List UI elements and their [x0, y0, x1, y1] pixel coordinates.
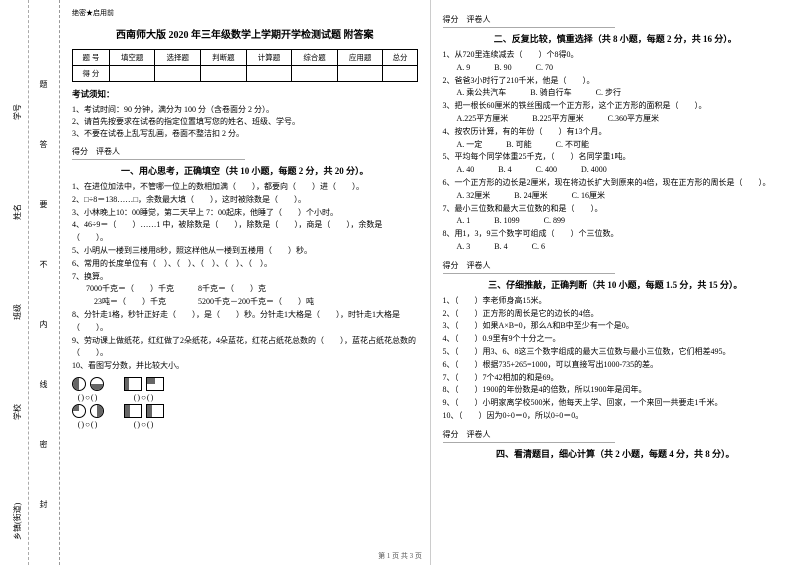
part1-title: 一、用心思考，正确填空（共 10 小题，每题 2 分，共 20 分）。: [72, 164, 418, 177]
th: 填空题: [109, 50, 155, 66]
q: 7、换算。: [72, 271, 418, 284]
q: 9、劳动课上做纸花，红红做了2朵纸花，4朵蓝花，红花占纸花总数的（ ），蓝花占纸…: [72, 335, 418, 361]
q: 2、爸爸3小时行了210千米，他是（ ）。: [443, 75, 789, 88]
score-label: 得分: [72, 146, 88, 157]
q: 9、（ ）小明家离学校500米，他每天上学、回家，一个来回一共要走1千米。: [443, 397, 789, 410]
seal-label: 题: [38, 80, 49, 88]
th: 总分: [383, 50, 417, 66]
score-box: 得分 评卷人: [443, 429, 616, 443]
square-icon: [124, 404, 142, 418]
q: 6、（ ）根据735+265=1000，可以直接写出1000-735的差。: [443, 359, 789, 372]
score-table: 题 号 填空题 选择题 判断题 计算题 综合题 应用题 总分 得 分: [72, 49, 418, 82]
q: 6、常用的长度单位有（ ）、（ ）、（ ）、（ ）、（ ）。: [72, 258, 418, 271]
q: 8、（ ）1900的年份数是4的倍数，所以1900年是闰年。: [443, 384, 789, 397]
q: 5、小明从一楼到三楼用8秒，照这样他从一楼到五楼用（ ）秒。: [72, 245, 418, 258]
score-label: 得分: [443, 14, 459, 25]
seal-label: 封: [38, 500, 49, 508]
q: 1、（ ）李老师身高15米。: [443, 295, 789, 308]
q7-row: 7000千克＝（ ）千克 8千克＝（ ）克: [86, 283, 418, 296]
compare-line: ()○(): [134, 420, 155, 429]
score-box: 得分 评卷人: [72, 146, 245, 160]
circle-icon: [72, 404, 86, 418]
grader-label: 评卷人: [467, 429, 491, 440]
th: 判断题: [201, 50, 247, 66]
seal-label: 答: [38, 140, 49, 148]
square-icon: [146, 404, 164, 418]
q: 6、一个正方形的边长是2厘米，现在将边长扩大到原来的4倍，现在正方形的周长是（ …: [443, 177, 789, 190]
seal-label: 内: [38, 320, 49, 328]
field-school: 学校: [12, 404, 23, 420]
q: 1、在进位加法中，不管哪一位上的数相加满（ ），都要向（ ）进（ ）。: [72, 181, 418, 194]
seal-label: 线: [38, 380, 49, 388]
q: 8、用1，3，9三个数字可组成（ ）个三位数。: [443, 228, 789, 241]
grader-label: 评卷人: [467, 260, 491, 271]
score-label: 得分: [443, 260, 459, 271]
square-icon: [146, 377, 164, 391]
q: 3、小林晚上10：00睡觉，第二天早上 7：00起床，他睡了（ ）个小时。: [72, 207, 418, 220]
q: 2、□÷8＝138……□，余数最大填（ ），这时被除数是（ ）。: [72, 194, 418, 207]
seal-label: 不: [38, 260, 49, 268]
q: 10、看图写分数，并比较大小。: [72, 360, 418, 373]
square-icon: [124, 377, 142, 391]
binding-margin: 乡镇(街道) 学校 班级 姓名 学号 封 密 线 内 不 要 答 题: [0, 0, 60, 565]
grader-label: 评卷人: [467, 14, 491, 25]
score-box: 得分 评卷人: [443, 260, 616, 274]
secret-label: 绝密★启用前: [72, 8, 418, 18]
q: 4、46÷9＝（ ）……1 中，被除数是（ ），除数是（ ），商是（ ），余数是…: [72, 219, 418, 245]
exam-title: 西南师大版 2020 年三年级数学上学期开学检测试题 附答案: [72, 26, 418, 41]
field-class: 班级: [12, 304, 23, 320]
part4-title: 四、看清题目，细心计算（共 2 小题，每题 4 分，共 8 分）。: [443, 447, 789, 460]
notice-line: 1、考试时间：90 分钟，满分为 100 分（含卷面分 2 分）。: [72, 104, 418, 116]
th: 选择题: [155, 50, 201, 66]
circle-icon: [72, 377, 86, 391]
score-box: 得分 评卷人: [443, 14, 616, 28]
score-label: 得分: [443, 429, 459, 440]
grader-label: 评卷人: [96, 146, 120, 157]
q: 2、（ ）正方形的周长是它的边长的4倍。: [443, 308, 789, 321]
th: 题 号: [73, 50, 110, 66]
column-left: 绝密★启用前 西南师大版 2020 年三年级数学上学期开学检测试题 附答案 题 …: [60, 0, 431, 565]
part2-questions: 1、从720里连续减去（ ）个8得0。 A. 9B. 90C. 70 2、爸爸3…: [443, 49, 789, 254]
q: 4、按农历计算，有的年份（ ）有13个月。: [443, 126, 789, 139]
field-township: 乡镇(街道): [12, 503, 23, 540]
q: 8、分针走1格，秒针正好走（ ），是（ ）秒。分针走1大格是（ ），时针走1大格…: [72, 309, 418, 335]
notice-line: 2、请首先按要求在试卷的指定位置填写您的姓名、班级、学号。: [72, 116, 418, 128]
th: 计算题: [246, 50, 292, 66]
fraction-shapes: ()○() ()○() ()○(): [72, 377, 418, 429]
part2-title: 二、反复比较，慎重选择（共 8 小题，每题 2 分，共 16 分）。: [443, 32, 789, 45]
th: 应用题: [337, 50, 383, 66]
seal-label: 密: [38, 440, 49, 448]
notice-title: 考试须知：: [72, 88, 418, 100]
q: 7、最小三位数和最大三位数的和是（ ）。: [443, 203, 789, 216]
q: 10、（ ）因为0÷0＝0，所以0÷0＝0。: [443, 410, 789, 423]
th: 综合题: [292, 50, 338, 66]
seal-label: 要: [38, 200, 49, 208]
row-label: 得 分: [73, 66, 110, 82]
circle-icon: [90, 377, 104, 391]
q: 3、把一根长60厘米的铁丝围成一个正方形，这个正方形的面积是（ ）。: [443, 100, 789, 113]
column-right: 得分 评卷人 二、反复比较，慎重选择（共 8 小题，每题 2 分，共 16 分）…: [431, 0, 800, 565]
q: 7、（ ）7个42相加的和是69。: [443, 372, 789, 385]
q: 5、平均每个同学体重25千克，（ ）名同学重1吨。: [443, 151, 789, 164]
compare-line: ()○(): [134, 393, 155, 402]
q7-row: 23吨＝（ ）千克 5200千克－200千克＝（ ）吨: [86, 296, 418, 309]
field-name: 姓名: [12, 204, 23, 220]
field-id: 学号: [12, 104, 23, 120]
page-footer: 第 1 页 共 3 页: [0, 551, 800, 561]
q: 3、（ ）如果A×B=0，那么A和B中至少有一个是0。: [443, 320, 789, 333]
compare-line: ()○(): [78, 393, 99, 402]
part3-title: 三、仔细推敲，正确判断（共 10 小题，每题 1.5 分，共 15 分）。: [443, 278, 789, 291]
circle-icon: [90, 404, 104, 418]
q: 4、（ ）0.9里有9个十分之一。: [443, 333, 789, 346]
part3-questions: 1、（ ）李老师身高15米。 2、（ ）正方形的周长是它的边长的4倍。 3、（ …: [443, 295, 789, 423]
q: 1、从720里连续减去（ ）个8得0。: [443, 49, 789, 62]
compare-line: ()○(): [78, 420, 99, 429]
notice-line: 3、不要在试卷上乱写乱画，卷面不整洁扣 2 分。: [72, 128, 418, 140]
q: 5、（ ）用3、6、8这三个数字组成的最大三位数与最小三位数，它们相差495。: [443, 346, 789, 359]
